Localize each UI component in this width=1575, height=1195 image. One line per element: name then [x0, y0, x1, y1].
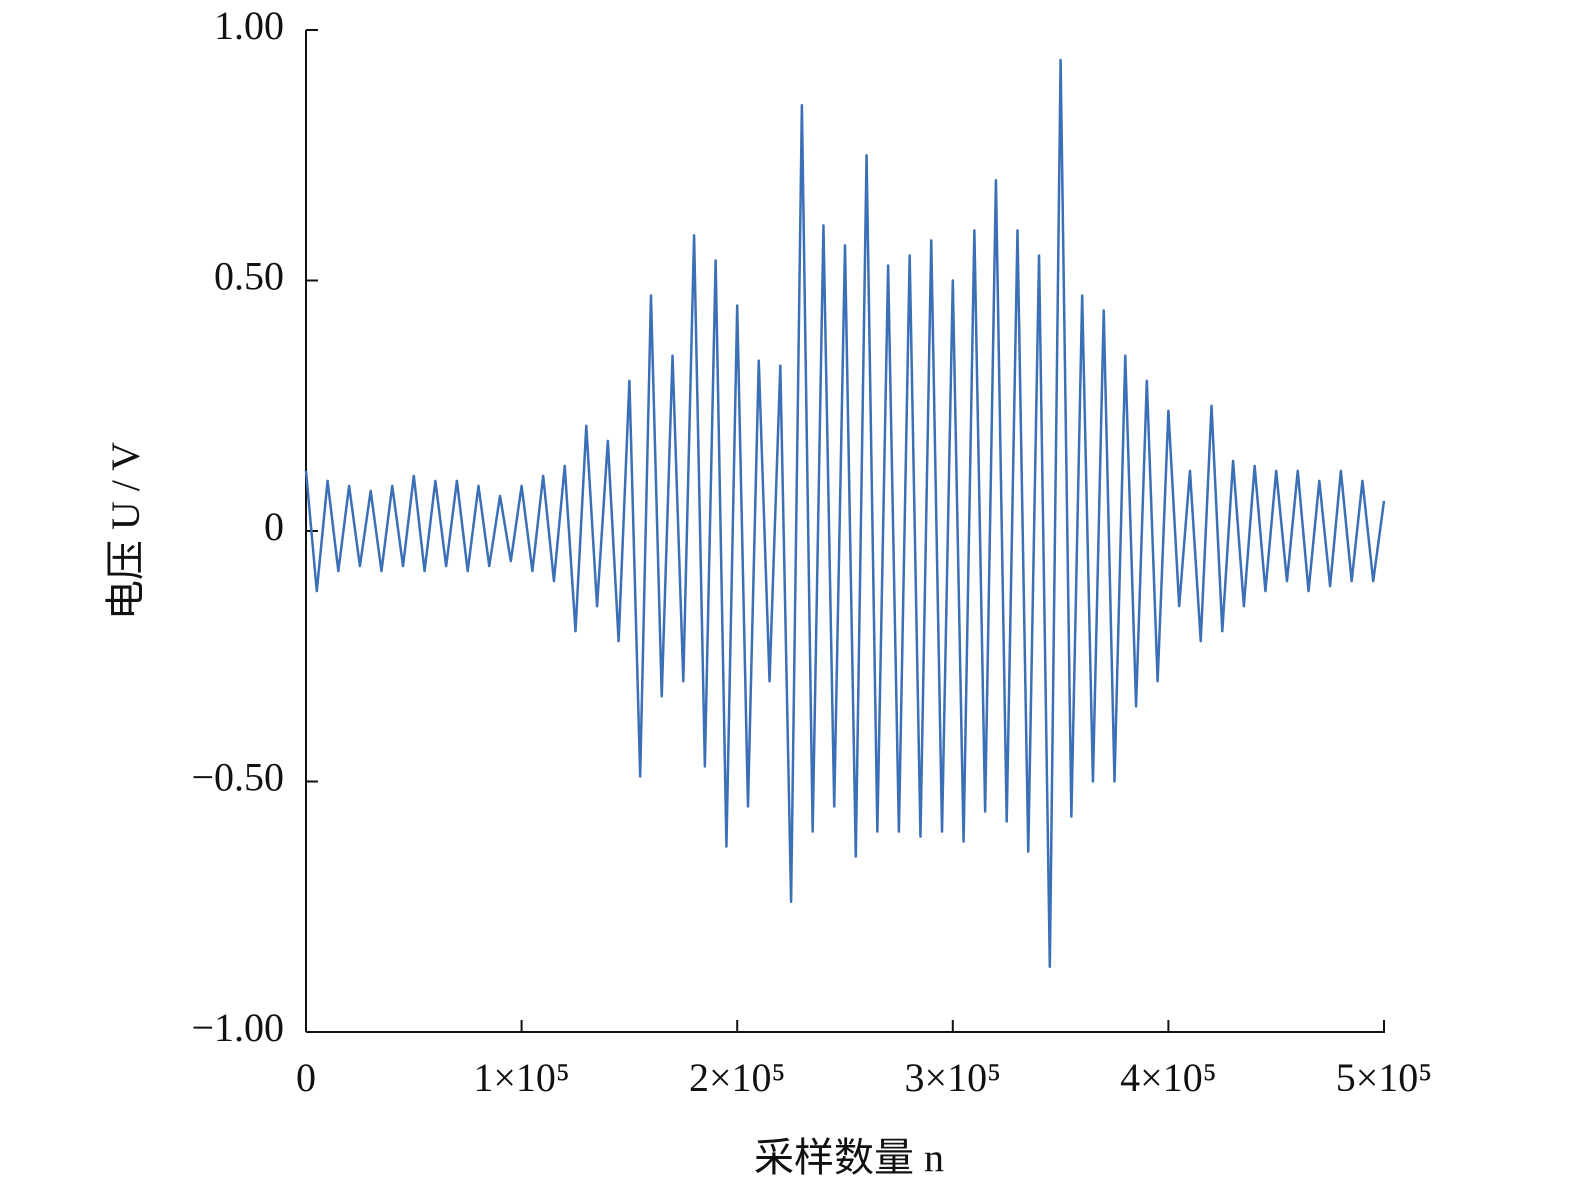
x-axis-label: 采样数量 n	[754, 1135, 944, 1180]
y-tick-label: 1.00	[214, 3, 284, 48]
y-tick-label: 0	[264, 504, 284, 549]
x-tick-label: 1×10⁵	[473, 1055, 570, 1100]
x-tick-label: 2×10⁵	[689, 1055, 786, 1100]
x-tick-label: 4×10⁵	[1120, 1055, 1217, 1100]
x-tick-label: 3×10⁵	[905, 1055, 1002, 1100]
signal-line	[304, 58, 1386, 969]
y-tick-label: −1.00	[191, 1005, 284, 1050]
x-tick-label: 5×10⁵	[1336, 1055, 1433, 1100]
y-axis-label: 电压 U / V	[103, 442, 148, 620]
y-tick-label: 0.50	[214, 254, 284, 299]
y-tick-label: −0.50	[191, 755, 284, 800]
x-tick-label: 0	[296, 1055, 316, 1100]
